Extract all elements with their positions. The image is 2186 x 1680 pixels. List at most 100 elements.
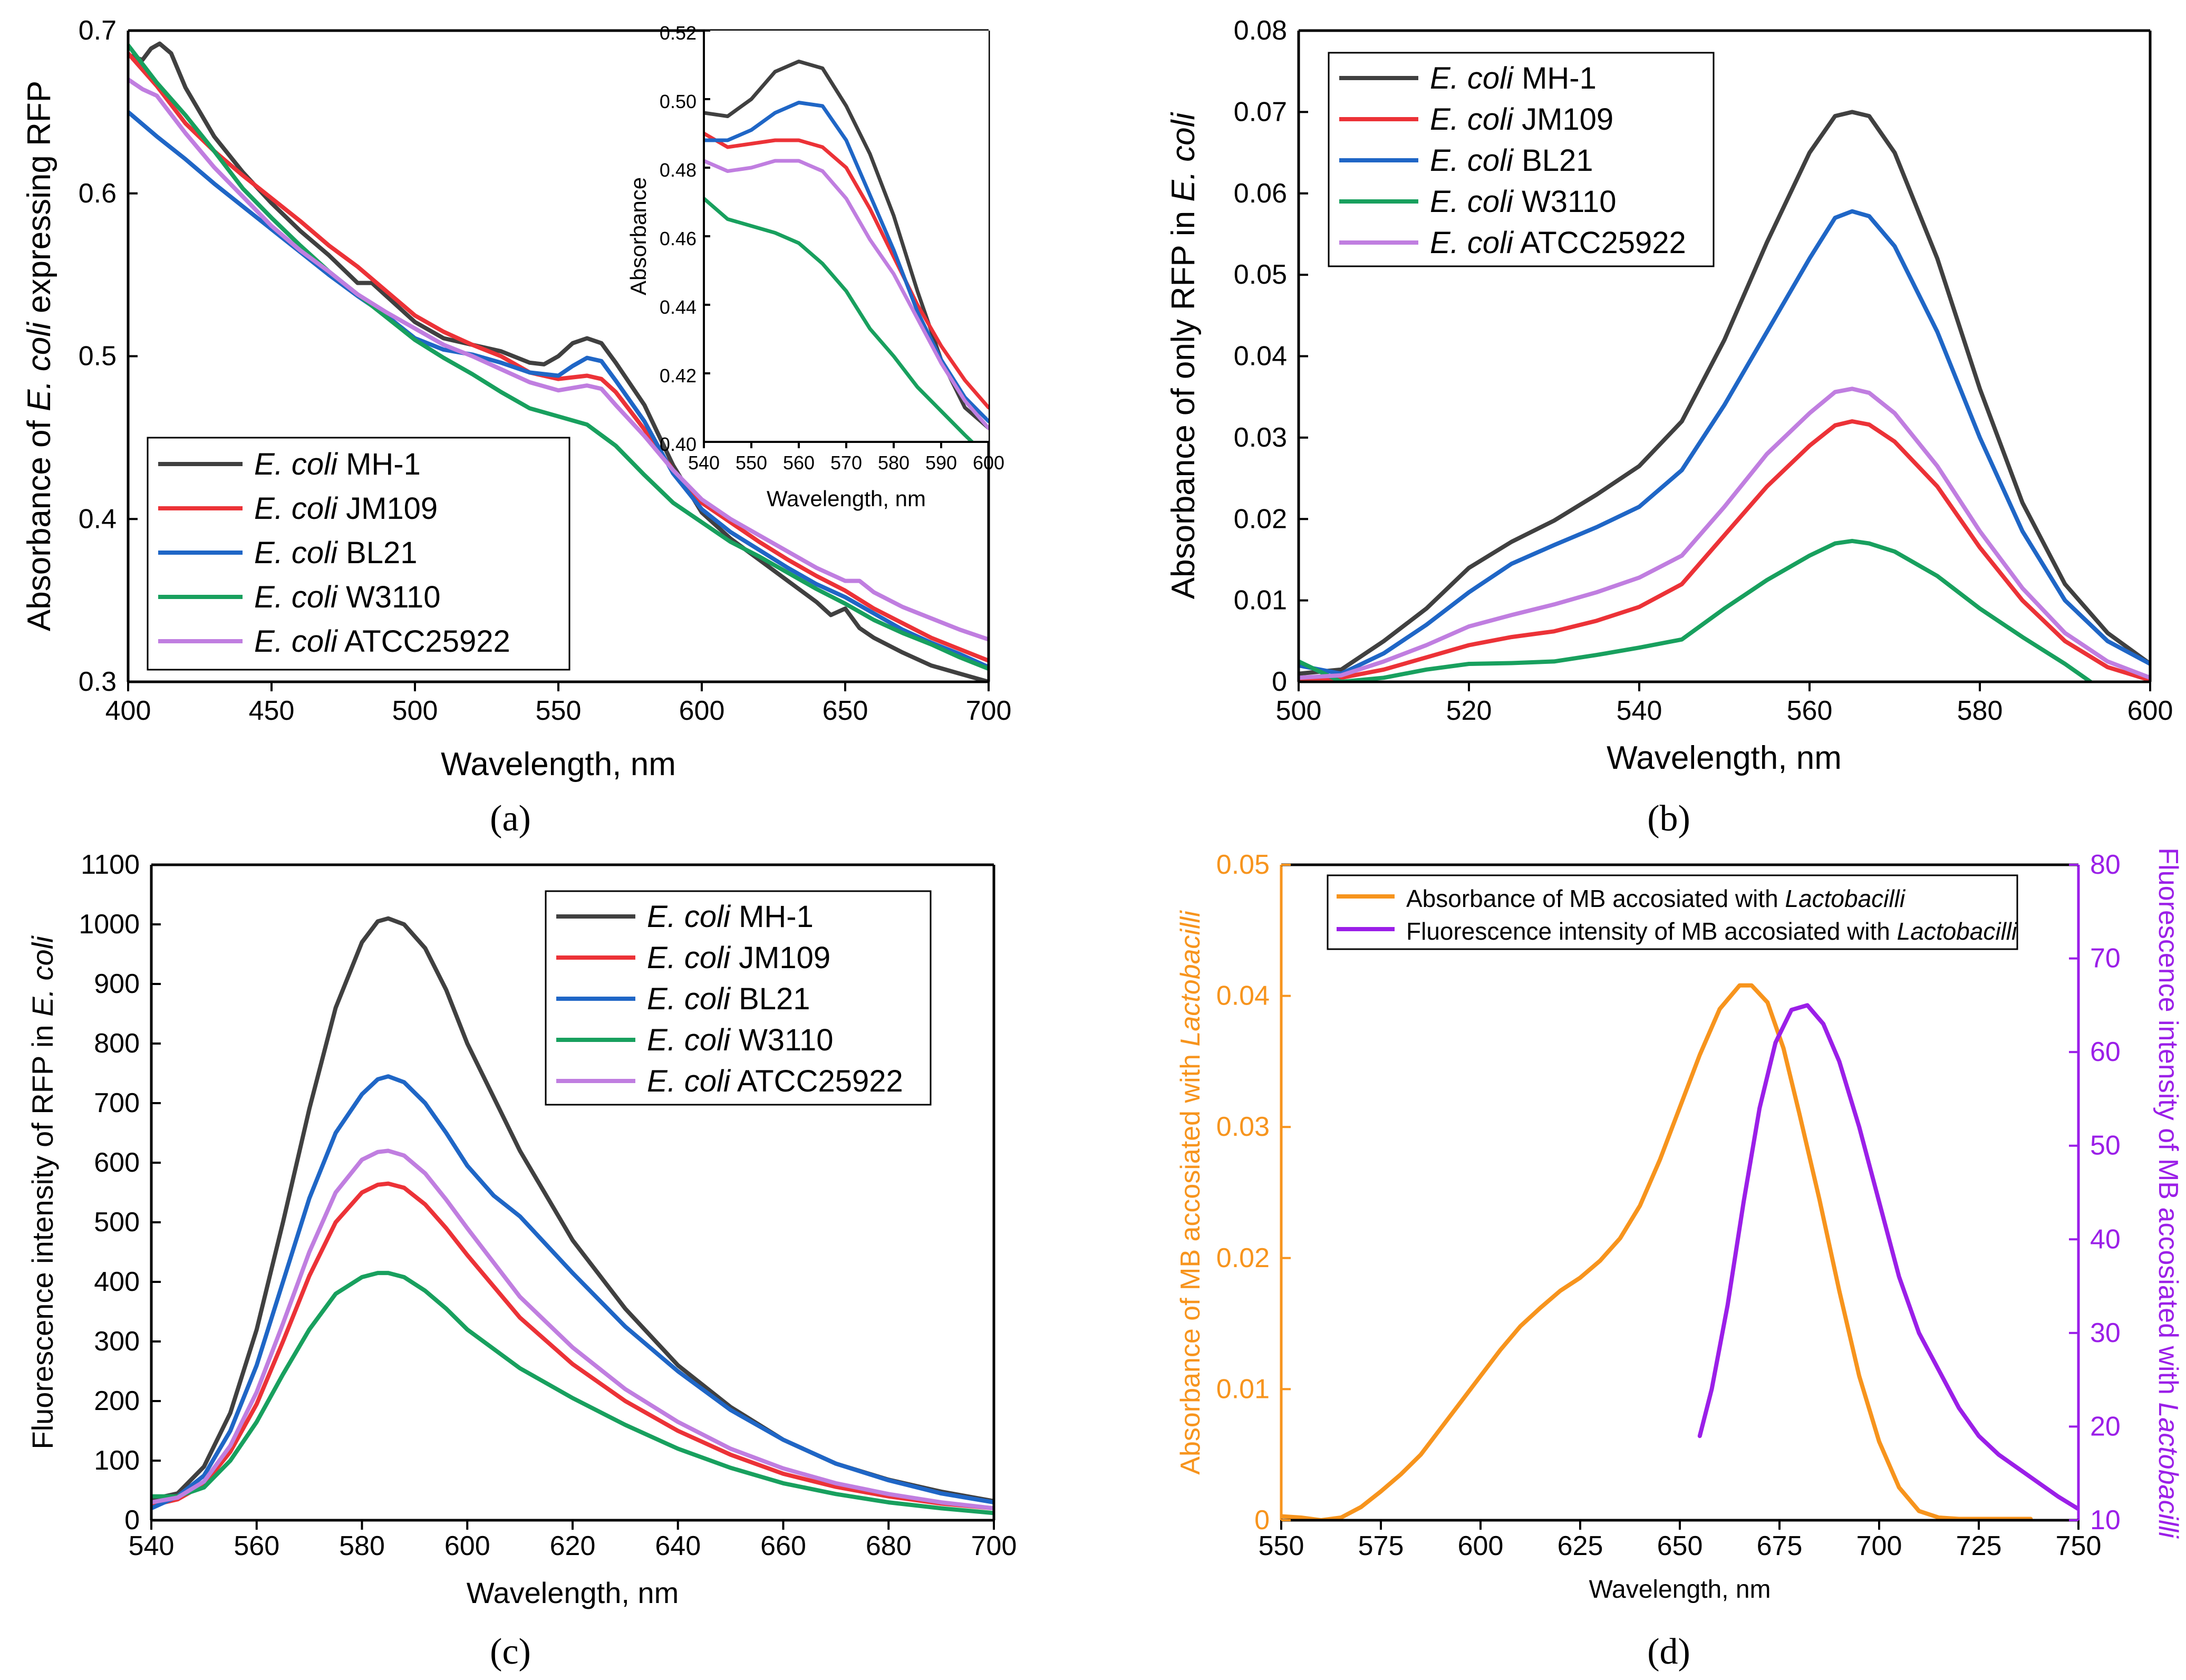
panel-d-x-tick-label: 650 [1657, 1531, 1703, 1561]
panel-d-left-y-tick-label: 0.01 [1216, 1374, 1270, 1404]
panel-c-x-tick-label: 580 [339, 1531, 385, 1561]
panel-b-series-line [1299, 419, 2150, 682]
panel-c-y-tick-label: 800 [94, 1028, 140, 1059]
panel-d-right-y-tick-label: 30 [2090, 1318, 2121, 1348]
panel-a-caption-label: (a) [490, 798, 531, 839]
panel-b-x-tick-label: 600 [2127, 696, 2173, 726]
panel-c-x-tick-label: 640 [655, 1531, 701, 1561]
panel-a-inset-y-tick-label: 0.48 [660, 159, 697, 181]
panel-a-x-tick-label: 550 [536, 696, 582, 726]
panel-b: 500 520 540 560 580 600 0 0.01 0.02 0.03 0.04 0.05 0… [1165, 15, 2173, 839]
panel-c-x-tick-label: 680 [866, 1531, 912, 1561]
panel-b-legend: E. coli MH-1 E. coli JM109 E. coli BL21 E. … [1328, 52, 1715, 267]
panel-a-y-label: Absorbance of E. coli expressing RFP [21, 81, 57, 631]
panel-a-inset-x-label: Wavelength, nm [767, 486, 926, 511]
panel-a-inset-y-tick-label: 0.40 [660, 433, 697, 455]
panel-a-inset-x-tick-label: 550 [736, 452, 767, 474]
panel-c-x-tick-label: 660 [760, 1531, 806, 1561]
panel-c-y-label: Fluorescence intensity of RFP in E. coli [26, 935, 59, 1450]
panel-c-series-line [151, 1181, 994, 1511]
panel-b-y-tick-label: 0.02 [1234, 504, 1287, 534]
panel-d-right-y-tick-label: 70 [2090, 943, 2121, 974]
panel-a-legend-entry: E. coli MH-1 [254, 447, 421, 481]
panel-b-legend-entry: E. coli JM109 [1430, 102, 1613, 137]
panel-c: 540 560 580 600 620 640 660 680 700 0 100 200 300 400… [26, 849, 1017, 1672]
panel-b-series-line [1299, 538, 2093, 682]
panel-d-legend: Absorbance of MB accosiated with Lactoba… [1327, 874, 2018, 950]
panel-c-x-tick-label: 600 [444, 1531, 490, 1561]
panel-c-y-tick-label: 1000 [79, 909, 140, 940]
panel-d-x-tick-label: 700 [1856, 1531, 1902, 1561]
panel-a-inset-background [704, 31, 989, 442]
panel-d-plot-area [1281, 983, 2078, 1520]
panel-a-inset-ticks: 540 550 560 570 580 590 600 0.40 0.42 0.44 0.46 0.4… [660, 22, 1004, 474]
panel-c-series-line [151, 1271, 994, 1515]
panel-b-y-tick-label: 0.03 [1234, 422, 1287, 453]
panel-c-y-tick-label: 100 [94, 1445, 140, 1476]
panel-a-inset-y-tick-label: 0.42 [660, 365, 697, 387]
panel-a-legend: E. coli MH-1 E. coli JM109 E. coli BL21 E. … [147, 437, 570, 671]
panel-a-x-label: Wavelength, nm [441, 746, 676, 783]
panel-a-inset-x-tick-label: 540 [688, 452, 720, 474]
panel-c-legend-entry: E. coli JM109 [647, 941, 830, 975]
panel-b-series-line [1299, 209, 2150, 676]
panel-d-series-line [1697, 1003, 2078, 1511]
panel-c-y-tick-label: 0 [124, 1505, 140, 1536]
panel-d-right-y-tick-label: 80 [2090, 849, 2121, 880]
panel-a-inset-x-tick-label: 580 [878, 452, 910, 474]
panel-b-legend-entry: E. coli MH-1 [1430, 61, 1597, 95]
panel-b-plot-area [1299, 110, 2150, 682]
panel-a-y-tick-label: 0.4 [79, 504, 117, 534]
panel-b-x-label: Wavelength, nm [1607, 740, 1842, 776]
panel-b-y-tick-label: 0.05 [1234, 259, 1287, 290]
panel-c-legend-entry: E. coli W3110 [647, 1023, 834, 1057]
panel-a-legend-entry: E. coli W3110 [254, 580, 441, 614]
panel-d-caption-label: (d) [1647, 1631, 1690, 1672]
panel-b-y-label: Absorbance of only RFP in E. coli [1165, 112, 1202, 600]
panel-d-left-y-tick-label: 0.02 [1216, 1243, 1270, 1273]
panel-a-inset-y-tick-label: 0.52 [660, 22, 697, 44]
panel-b-legend-entry: E. coli W3110 [1430, 185, 1617, 219]
panel-a-inset-y-label: Absorbance [626, 177, 651, 295]
panel-a-inset-plot-area [704, 60, 989, 442]
panel-d-left-y-tick-label: 0.05 [1216, 849, 1270, 880]
panel-b-x-tick-label: 580 [1957, 696, 2003, 726]
panel-a-inset-series-line [704, 159, 989, 430]
panel-d-right-y-tick-label: 20 [2090, 1411, 2121, 1442]
panel-c-y-tick-label: 900 [94, 969, 140, 999]
panel-a-y-tick-label: 0.7 [79, 15, 117, 46]
panel-a-x-tick-label: 500 [392, 696, 438, 726]
panel-a-ticks: 400 450 500 550 600 650 700 0.3 0.4 0.5 0.6 0.7 [79, 15, 1012, 726]
panel-b-y-tick-label: 0.07 [1234, 96, 1287, 127]
panel-d-right-y-tick-label: 40 [2090, 1224, 2121, 1254]
panel-d-x-tick-label: 550 [1259, 1531, 1304, 1561]
panel-d-left-y-label: Absorbance of MB accosiated with Lactoba… [1175, 910, 1206, 1475]
panel-c-x-tick-label: 560 [234, 1531, 279, 1561]
panel-c-legend: E. coli MH-1 E. coli JM109 E. coli BL21 E. … [545, 890, 932, 1106]
panel-a-x-tick-label: 650 [823, 696, 868, 726]
panel-d-x-tick-label: 725 [1956, 1531, 2002, 1561]
panel-a-plot-area [128, 41, 989, 682]
panel-a-series-line [128, 51, 989, 663]
panel-d-series-line [1281, 983, 2033, 1520]
panel-a-inset-x-tick-label: 570 [830, 452, 862, 474]
panel-a-inset-x-tick-label: 600 [973, 452, 1004, 474]
panel-c-y-tick-label: 200 [94, 1386, 140, 1416]
panel-b-legend-entry: E. coli ATCC25922 [1430, 226, 1686, 260]
panel-a-x-tick-label: 400 [105, 696, 151, 726]
panel-b-x-tick-label: 540 [1617, 696, 1662, 726]
panel-a-series-line [128, 41, 989, 682]
panel-d-left-y-tick-label: 0 [1254, 1505, 1270, 1536]
panel-c-x-tick-label: 540 [129, 1531, 175, 1561]
panel-d-right-y-label: Fluorescence intensity of MB accosiated … [2153, 847, 2183, 1539]
panel-c-ticks: 540 560 580 600 620 640 660 680 700 0 100 200 300 400… [79, 849, 1017, 1561]
panel-c-y-tick-label: 600 [94, 1147, 140, 1178]
panel-c-legend-entry: E. coli MH-1 [647, 900, 814, 934]
panel-b-x-tick-label: 520 [1446, 696, 1492, 726]
panel-d-x-tick-label: 675 [1757, 1531, 1803, 1561]
panel-d-right-y-tick-label: 60 [2090, 1037, 2121, 1067]
panel-a-y-tick-label: 0.6 [79, 178, 117, 209]
panel-c-plot-area [151, 916, 994, 1515]
panel-c-legend-entry: E. coli ATCC25922 [647, 1064, 903, 1098]
panel-a-x-tick-label: 450 [249, 696, 295, 726]
